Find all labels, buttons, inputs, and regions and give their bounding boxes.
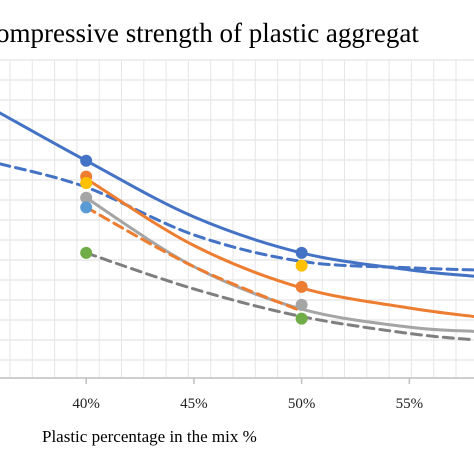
series-1-line	[0, 111, 474, 278]
series-1-point	[295, 246, 308, 259]
chart-title-text: ompressive strength of plastic aggregat	[0, 18, 419, 48]
x-tick-label: 50%	[288, 396, 316, 412]
x-axis-title: Plastic percentage in the mix %	[42, 427, 257, 446]
x-tick-label: 55%	[396, 396, 424, 412]
series-5-point	[295, 259, 308, 272]
series-5-point	[80, 176, 93, 189]
series-layer	[0, 111, 474, 342]
x-tick-label: 40%	[72, 396, 100, 412]
series-4-point	[295, 298, 308, 311]
series-2-line	[0, 162, 474, 272]
series-6-point	[80, 201, 93, 214]
series-3-point	[295, 280, 308, 293]
chart-title: ompressive strength of plastic aggregat	[0, 18, 474, 58]
series-9-point	[80, 246, 93, 259]
series-4-point	[80, 191, 93, 204]
series-1-point	[80, 154, 93, 167]
marker-layer	[80, 154, 308, 325]
series-9-point	[295, 312, 308, 325]
series-7-line	[84, 205, 304, 313]
x-axis	[0, 377, 474, 384]
x-tick-label: 45%	[180, 396, 208, 412]
gridlines	[0, 59, 474, 378]
x-tick-labels: 40% 45% 50% 55%	[72, 396, 423, 412]
